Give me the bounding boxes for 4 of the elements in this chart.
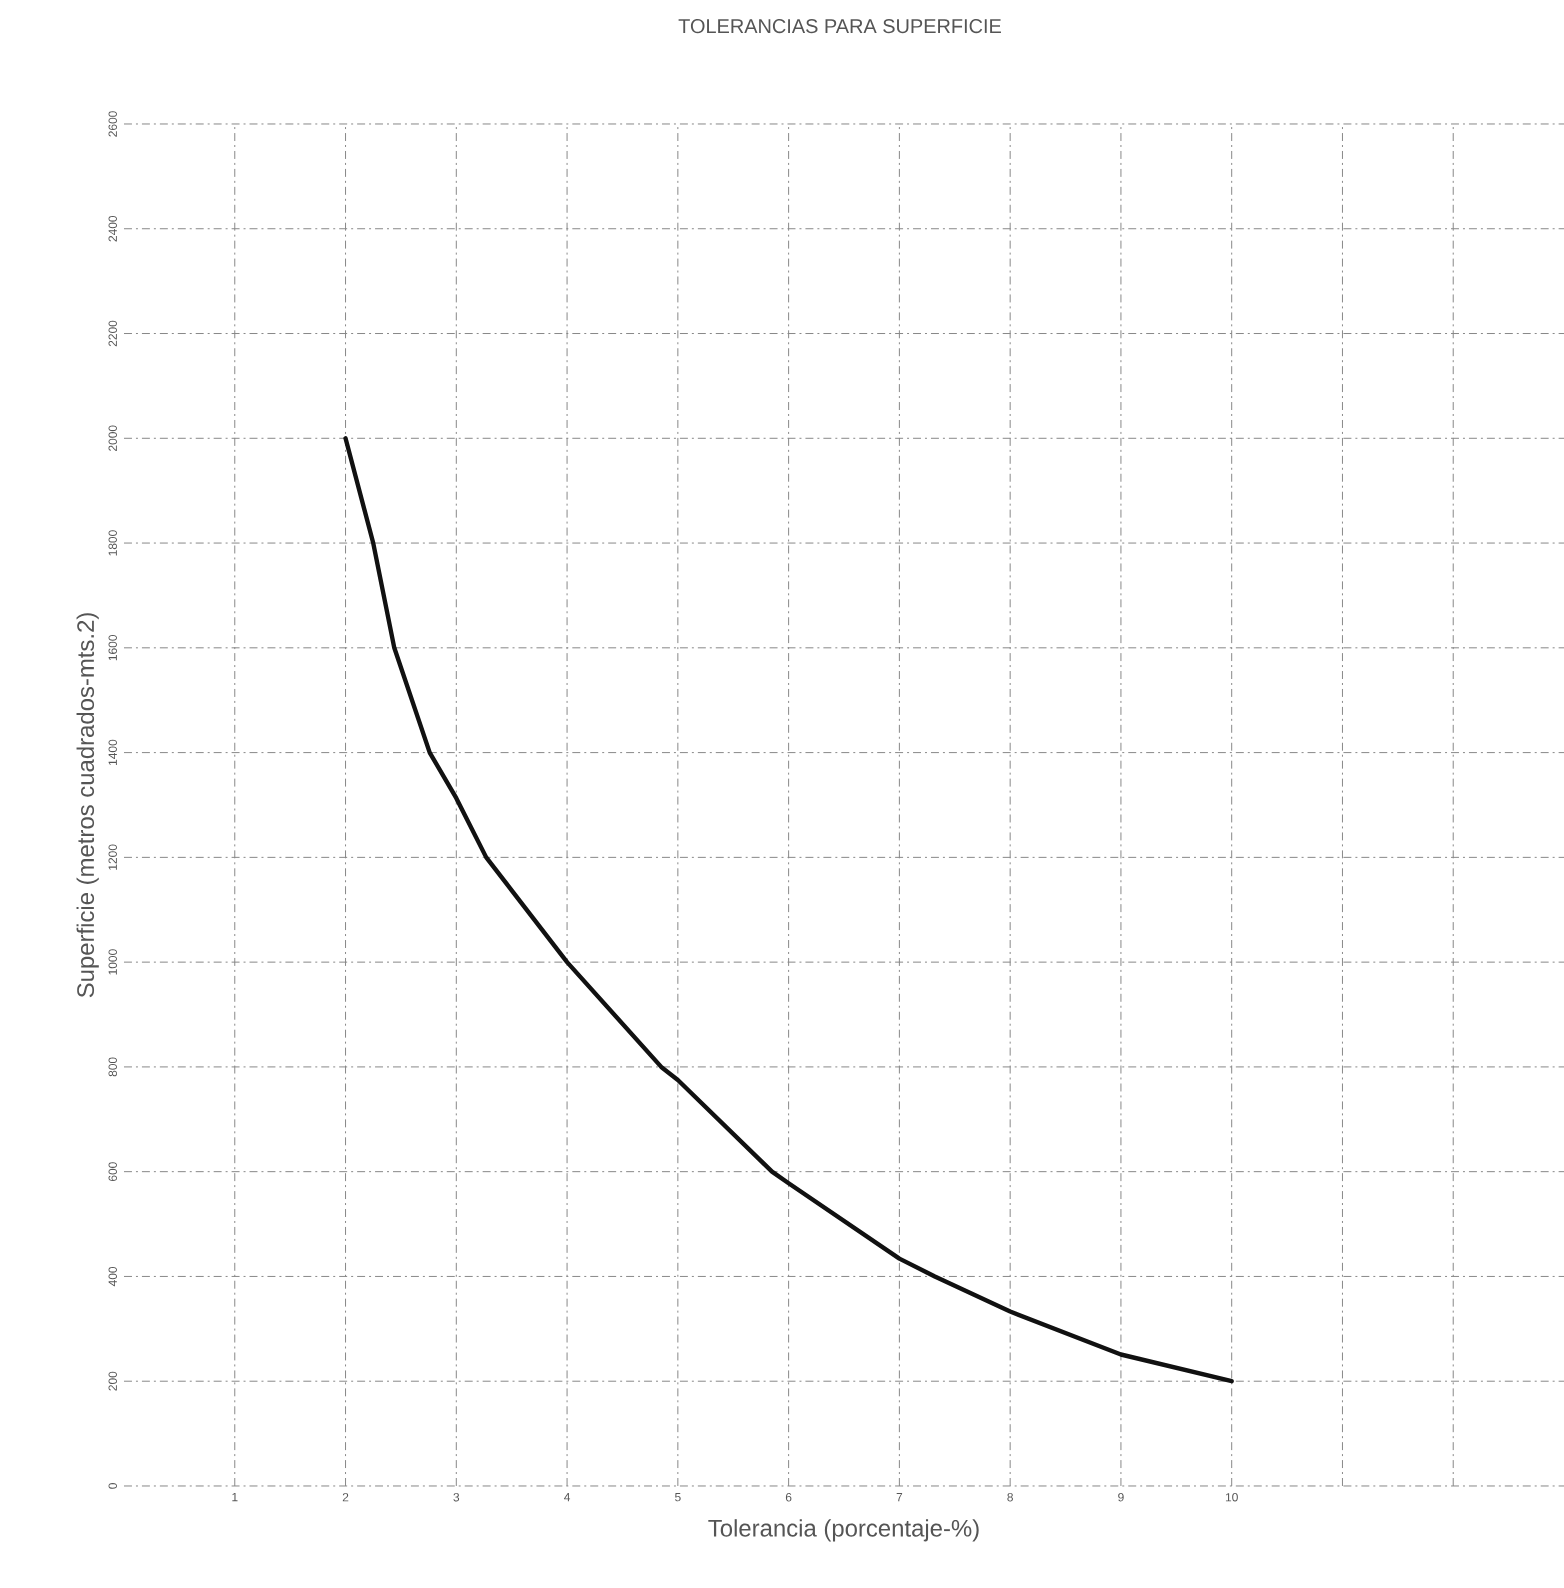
y-axis-title: Superficie (metros cuadrados-mts.2) bbox=[76, 613, 99, 998]
line-series bbox=[343, 436, 1234, 1384]
chart-title: TOLERANCIAS PARA SUPERFICIE bbox=[678, 19, 1001, 34]
x-axis-title: Tolerancia (porcentaje-%) bbox=[708, 1519, 979, 1542]
